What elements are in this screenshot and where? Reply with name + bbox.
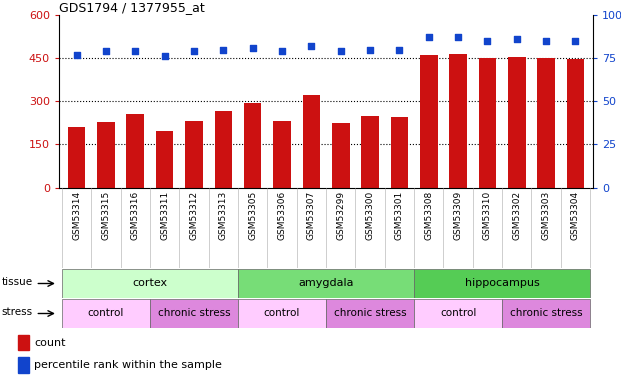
Text: GSM53303: GSM53303	[542, 191, 551, 240]
Bar	[414, 269, 590, 298]
Text: GSM53314: GSM53314	[72, 191, 81, 240]
Text: GSM53306: GSM53306	[278, 191, 286, 240]
Point	[512, 36, 522, 42]
Bar	[449, 54, 467, 188]
Text: GSM53311: GSM53311	[160, 191, 169, 240]
Text: chronic stress: chronic stress	[333, 309, 406, 318]
Bar	[502, 299, 590, 328]
Point	[277, 48, 287, 54]
Text: GSM53307: GSM53307	[307, 191, 316, 240]
Text: control: control	[264, 309, 300, 318]
Bar	[326, 299, 414, 328]
Text: GSM53310: GSM53310	[483, 191, 492, 240]
Bar	[68, 127, 86, 188]
Bar	[238, 299, 326, 328]
Point	[424, 34, 433, 40]
Bar	[185, 122, 203, 188]
Bar	[127, 114, 144, 188]
Point	[541, 38, 551, 44]
Point	[101, 48, 111, 54]
Point	[160, 53, 170, 59]
Text: tissue: tissue	[1, 277, 32, 287]
Text: GSM53312: GSM53312	[189, 191, 199, 240]
Bar	[420, 55, 438, 188]
Bar	[508, 57, 525, 188]
Bar	[62, 269, 238, 298]
Text: GSM53302: GSM53302	[512, 191, 521, 240]
Point	[336, 48, 346, 54]
Text: GSM53308: GSM53308	[424, 191, 433, 240]
Text: GSM53313: GSM53313	[219, 191, 228, 240]
Bar	[214, 111, 232, 188]
Bar	[479, 58, 496, 188]
Bar	[361, 116, 379, 188]
Bar	[19, 357, 29, 373]
Bar	[566, 59, 584, 188]
Bar	[391, 117, 408, 188]
Text: GSM53301: GSM53301	[395, 191, 404, 240]
Bar	[537, 58, 555, 188]
Text: stress: stress	[1, 307, 32, 317]
Text: control: control	[88, 309, 124, 318]
Point	[571, 38, 581, 44]
Text: GSM53309: GSM53309	[453, 191, 463, 240]
Point	[130, 48, 140, 54]
Text: GSM53305: GSM53305	[248, 191, 257, 240]
Text: GSM53299: GSM53299	[336, 191, 345, 240]
Bar	[302, 96, 320, 188]
Bar	[244, 103, 261, 188]
Bar	[273, 122, 291, 188]
Point	[248, 45, 258, 51]
Text: percentile rank within the sample: percentile rank within the sample	[34, 360, 222, 370]
Text: amygdala: amygdala	[298, 279, 354, 288]
Text: chronic stress: chronic stress	[510, 309, 582, 318]
Bar	[238, 269, 414, 298]
Bar	[97, 122, 115, 188]
Point	[365, 46, 375, 53]
Text: GSM53304: GSM53304	[571, 191, 580, 240]
Text: GDS1794 / 1377955_at: GDS1794 / 1377955_at	[59, 1, 205, 14]
Bar	[19, 334, 29, 350]
Point	[71, 52, 81, 58]
Bar	[332, 123, 350, 188]
Point	[483, 38, 492, 44]
Text: GSM53316: GSM53316	[131, 191, 140, 240]
Point	[394, 46, 404, 53]
Text: control: control	[440, 309, 476, 318]
Point	[219, 46, 229, 53]
Text: hippocampus: hippocampus	[465, 279, 540, 288]
Bar	[414, 299, 502, 328]
Bar	[150, 299, 238, 328]
Text: GSM53300: GSM53300	[366, 191, 374, 240]
Text: count: count	[34, 338, 65, 348]
Text: cortex: cortex	[132, 279, 168, 288]
Point	[453, 34, 463, 40]
Bar	[62, 299, 150, 328]
Text: chronic stress: chronic stress	[158, 309, 230, 318]
Point	[306, 43, 316, 49]
Text: GSM53315: GSM53315	[101, 191, 111, 240]
Bar	[156, 132, 173, 188]
Point	[189, 48, 199, 54]
